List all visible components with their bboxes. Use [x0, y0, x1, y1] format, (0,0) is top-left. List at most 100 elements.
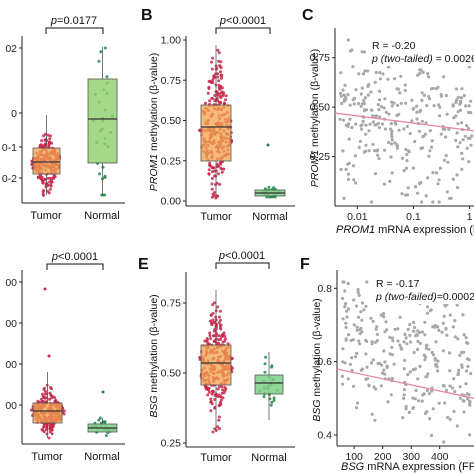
- panel-f-point: [420, 399, 424, 403]
- panel-f-point: [415, 333, 419, 337]
- panel-f-point: [341, 382, 345, 386]
- panel-e-point: [210, 392, 214, 396]
- panel-f-point: [379, 313, 383, 317]
- panel-c-point: [369, 108, 373, 112]
- panel-f-point: [362, 308, 366, 312]
- panel-f-point: [443, 304, 447, 308]
- panel-c-point: [444, 94, 448, 98]
- panel-f-point: [348, 362, 352, 366]
- panel-f-point: [404, 336, 408, 340]
- panel-c-point: [396, 87, 400, 91]
- panel-c-point: [467, 65, 471, 69]
- panel-c-point: [339, 167, 343, 172]
- panel-c-point: [383, 97, 387, 101]
- panel-f-point: [467, 358, 471, 362]
- panel-e-label: E: [138, 256, 149, 273]
- panel-c-point: [460, 121, 464, 125]
- panel-c-point: [424, 121, 428, 125]
- panel-f-point: [453, 335, 457, 339]
- panel-a-pvalue: p=0.0177: [50, 15, 97, 27]
- panel-c-point: [418, 68, 422, 72]
- panel-f-point: [436, 359, 440, 363]
- panel-f-point: [399, 346, 403, 350]
- panel-f-point: [413, 367, 418, 371]
- panel-f-point: [444, 326, 448, 331]
- panel-f-point: [442, 314, 446, 318]
- panel-f-point: [423, 333, 427, 337]
- panel-c-point: [350, 125, 354, 130]
- panel-c-ytick-label: 0.75: [310, 52, 331, 64]
- panel-c-point: [420, 91, 424, 95]
- panel-f-ticks: 0.4 0.6 0.8 100 200 300 400: [317, 283, 448, 463]
- panel-e-point: [216, 305, 220, 309]
- panel-f-ytick-label: 0.6: [317, 356, 332, 368]
- panel-e-point: [217, 334, 221, 338]
- panel-e-point: [212, 329, 216, 333]
- panel-b-point: [217, 79, 221, 83]
- panel-c-point: [351, 98, 355, 102]
- panel-b-point: [218, 182, 222, 186]
- panel-d-point: [97, 418, 101, 422]
- panel-f-point: [408, 333, 412, 337]
- panel-c-point: [390, 171, 394, 175]
- panel-e-point: [212, 339, 216, 343]
- panel-c-point: [407, 149, 411, 153]
- panel-f-point: [424, 346, 428, 350]
- panel-a-point: [47, 191, 51, 195]
- panel-d-point: [62, 409, 66, 413]
- panel-b-point: [213, 94, 217, 97]
- panel-b-yticks: 0.00 0.25 0.50 0.75 1.00: [161, 35, 186, 208]
- panel-d-point: [54, 398, 58, 402]
- panel-f-point: [411, 406, 416, 410]
- panel-a-significance-bracket: [45, 27, 104, 34]
- panel-f-point: [468, 400, 472, 404]
- panel-a-category-label: Normal: [84, 210, 119, 222]
- panel-c-point: [447, 127, 451, 131]
- panel-b-ytick-label: 0.75: [161, 75, 182, 87]
- panel-f-point: [403, 358, 407, 362]
- panel-c-point: [369, 90, 373, 94]
- panel-c-r-value: R = -0.20: [372, 40, 416, 52]
- panel-f-point: [448, 313, 452, 317]
- panel-d-ytick-label: 00: [5, 400, 17, 412]
- panel-f-point: [375, 332, 379, 336]
- panel-c-point: [415, 110, 419, 114]
- panel-c-point: [360, 50, 364, 54]
- panel-f-point: [462, 410, 466, 414]
- panel-d-point: [104, 434, 108, 437]
- panel-f-point: [431, 407, 435, 411]
- panel-c-point: [353, 154, 357, 158]
- panel-c-point: [390, 104, 394, 108]
- panel-f-point: [451, 325, 455, 329]
- panel-f-point: [455, 424, 459, 428]
- panel-f-point: [424, 355, 428, 359]
- panel-c-point: [369, 200, 374, 204]
- panel-e-point: [213, 406, 217, 410]
- panel-f-point: [416, 339, 420, 344]
- panel-a-point: [105, 75, 109, 79]
- panel-c-point: [386, 77, 390, 81]
- panel-f-point: [456, 373, 460, 377]
- panel-e-point: [209, 399, 213, 403]
- panel-f-point: [405, 342, 409, 346]
- panel-c-point: [431, 171, 435, 175]
- panel-f-point: [461, 313, 465, 317]
- panel-c-point: [346, 38, 350, 42]
- panel-c-point: [454, 87, 458, 91]
- panel-e-point: [220, 385, 224, 389]
- panel-c-point: [470, 134, 474, 138]
- panel-c-point: [390, 132, 394, 136]
- panel-f-point: [447, 351, 452, 355]
- panel-e-point: [210, 402, 214, 406]
- panel-f-point: [364, 304, 368, 308]
- panel-c-point: [420, 119, 424, 123]
- panel-c-point: [378, 77, 382, 81]
- panel-c-point: [455, 131, 459, 135]
- panel-f-point: [464, 369, 469, 373]
- panel-c-point: [364, 132, 368, 136]
- panel-d-ytick-label: 00: [5, 359, 17, 371]
- panel-f-point: [341, 317, 345, 321]
- panel-c-point: [393, 141, 397, 145]
- panel-e-point: [272, 396, 276, 400]
